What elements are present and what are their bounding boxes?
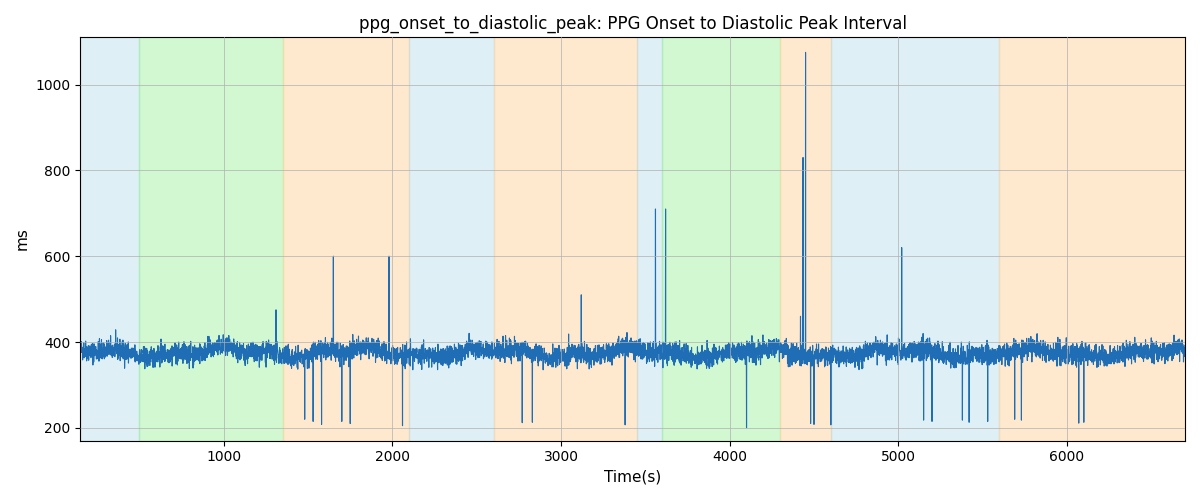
Bar [780,38,830,440]
Y-axis label: ms: ms [14,228,30,250]
Bar [139,38,283,440]
Bar [80,38,139,440]
Bar [830,38,1000,440]
Bar [409,38,493,440]
Bar [1000,38,1194,440]
Bar [283,38,409,440]
Bar [637,38,662,440]
X-axis label: Time(s): Time(s) [604,470,661,485]
Title: ppg_onset_to_diastolic_peak: PPG Onset to Diastolic Peak Interval: ppg_onset_to_diastolic_peak: PPG Onset t… [359,15,907,34]
Bar [493,38,637,440]
Bar [662,38,780,440]
